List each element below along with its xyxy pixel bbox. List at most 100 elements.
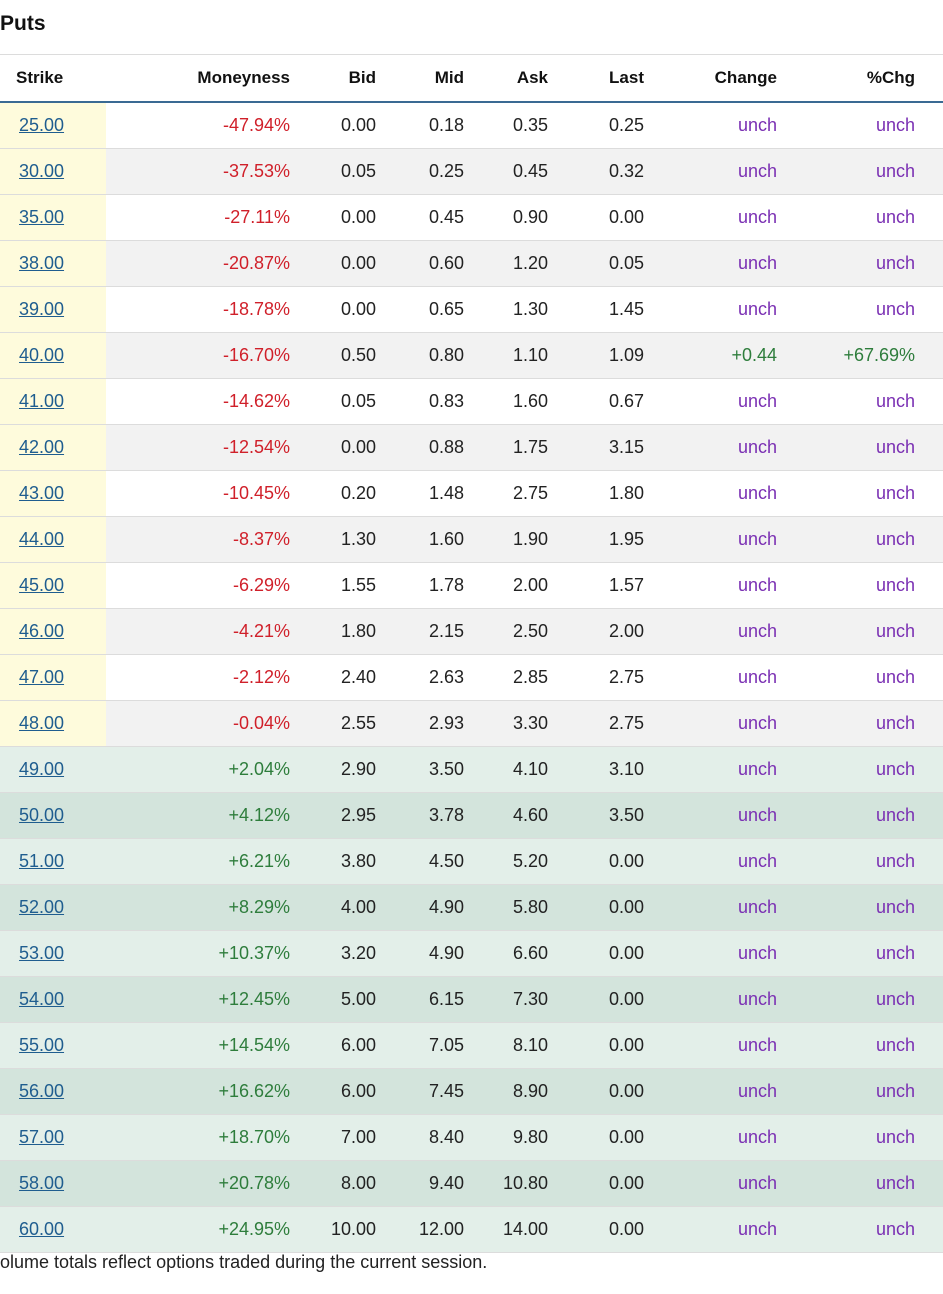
ask-cell: 14.00 [484, 1206, 572, 1253]
bid-cell: 5.00 [316, 976, 396, 1023]
strike-link[interactable]: 60.00 [19, 1219, 65, 1239]
moneyness-cell: +6.21% [106, 838, 316, 885]
table-row: 52.00 +8.29% 4.00 4.90 5.80 0.00 unch unch [0, 884, 943, 931]
moneyness-cell: +10.37% [106, 930, 316, 977]
strike-link[interactable]: 41.00 [19, 391, 65, 411]
strike-link[interactable]: 47.00 [19, 667, 65, 687]
strike-cell: 43.00 [0, 470, 106, 517]
strike-link[interactable]: 55.00 [19, 1035, 65, 1055]
header-ask[interactable]: Ask [484, 54, 572, 103]
strike-link[interactable]: 30.00 [19, 161, 65, 181]
strike-cell: 56.00 [0, 1068, 106, 1115]
mid-cell: 1.60 [396, 516, 484, 563]
strike-link[interactable]: 52.00 [19, 897, 65, 917]
change-cell: unch [672, 838, 805, 885]
last-cell: 1.80 [572, 470, 672, 517]
header-pct-change[interactable]: %Chg [805, 54, 943, 103]
ask-cell: 1.20 [484, 240, 572, 287]
bid-cell: 2.90 [316, 746, 396, 793]
ask-cell: 2.75 [484, 470, 572, 517]
moneyness-cell: +2.04% [106, 746, 316, 793]
moneyness-cell: +4.12% [106, 792, 316, 839]
strike-link[interactable]: 38.00 [19, 253, 65, 273]
last-cell: 3.50 [572, 792, 672, 839]
change-cell: unch [672, 470, 805, 517]
change-cell: unch [672, 884, 805, 931]
ask-cell: 1.75 [484, 424, 572, 471]
strike-link[interactable]: 43.00 [19, 483, 65, 503]
table-row: 48.00 -0.04% 2.55 2.93 3.30 2.75 unch unch [0, 700, 943, 747]
ask-cell: 0.35 [484, 102, 572, 149]
strike-link[interactable]: 48.00 [19, 713, 65, 733]
strike-link[interactable]: 53.00 [19, 943, 65, 963]
moneyness-cell: +24.95% [106, 1206, 316, 1253]
table-row: 57.00 +18.70% 7.00 8.40 9.80 0.00 unch unch [0, 1114, 943, 1161]
strike-cell: 51.00 [0, 838, 106, 885]
pct-change-cell: unch [805, 378, 943, 425]
table-row: 47.00 -2.12% 2.40 2.63 2.85 2.75 unch unch [0, 654, 943, 701]
header-moneyness[interactable]: Moneyness [106, 54, 316, 103]
header-last[interactable]: Last [572, 54, 672, 103]
pct-change-cell: unch [805, 654, 943, 701]
table-row: 25.00 -47.94% 0.00 0.18 0.35 0.25 unch unch [0, 102, 943, 149]
header-change[interactable]: Change [672, 54, 805, 103]
ask-cell: 0.45 [484, 148, 572, 195]
strike-link[interactable]: 56.00 [19, 1081, 65, 1101]
strike-link[interactable]: 45.00 [19, 575, 65, 595]
pct-change-cell: unch [805, 838, 943, 885]
mid-cell: 0.45 [396, 194, 484, 241]
strike-link[interactable]: 46.00 [19, 621, 65, 641]
strike-link[interactable]: 42.00 [19, 437, 65, 457]
table-row: 38.00 -20.87% 0.00 0.60 1.20 0.05 unch unch [0, 240, 943, 287]
strike-cell: 45.00 [0, 562, 106, 609]
strike-link[interactable]: 58.00 [19, 1173, 65, 1193]
pct-change-cell: unch [805, 700, 943, 747]
ask-cell: 3.30 [484, 700, 572, 747]
moneyness-cell: -20.87% [106, 240, 316, 287]
ask-cell: 4.10 [484, 746, 572, 793]
mid-cell: 1.48 [396, 470, 484, 517]
bid-cell: 0.05 [316, 148, 396, 195]
strike-link[interactable]: 40.00 [19, 345, 65, 365]
ask-cell: 4.60 [484, 792, 572, 839]
pct-change-cell: unch [805, 1206, 943, 1253]
moneyness-cell: -27.11% [106, 194, 316, 241]
strike-link[interactable]: 51.00 [19, 851, 65, 871]
last-cell: 2.75 [572, 654, 672, 701]
strike-link[interactable]: 49.00 [19, 759, 65, 779]
bid-cell: 0.00 [316, 424, 396, 471]
strike-cell: 49.00 [0, 746, 106, 793]
change-cell: unch [672, 1160, 805, 1207]
strike-link[interactable]: 25.00 [19, 115, 65, 135]
ask-cell: 10.80 [484, 1160, 572, 1207]
table-row: 39.00 -18.78% 0.00 0.65 1.30 1.45 unch unch [0, 286, 943, 333]
ask-cell: 5.20 [484, 838, 572, 885]
last-cell: 0.00 [572, 976, 672, 1023]
strike-link[interactable]: 57.00 [19, 1127, 65, 1147]
mid-cell: 6.15 [396, 976, 484, 1023]
header-mid[interactable]: Mid [396, 54, 484, 103]
strike-link[interactable]: 54.00 [19, 989, 65, 1009]
strike-link[interactable]: 50.00 [19, 805, 65, 825]
last-cell: 1.09 [572, 332, 672, 379]
ask-cell: 1.30 [484, 286, 572, 333]
header-strike[interactable]: Strike [0, 54, 106, 103]
table-row: 43.00 -10.45% 0.20 1.48 2.75 1.80 unch unch [0, 470, 943, 517]
strike-cell: 30.00 [0, 148, 106, 195]
change-cell: unch [672, 1022, 805, 1069]
strike-link[interactable]: 44.00 [19, 529, 65, 549]
header-bid[interactable]: Bid [316, 54, 396, 103]
strike-cell: 44.00 [0, 516, 106, 563]
strike-link[interactable]: 35.00 [19, 207, 65, 227]
mid-cell: 9.40 [396, 1160, 484, 1207]
last-cell: 0.25 [572, 102, 672, 149]
puts-table: Strike Moneyness Bid Mid Ask Last Change… [0, 54, 943, 1253]
mid-cell: 2.15 [396, 608, 484, 655]
bid-cell: 7.00 [316, 1114, 396, 1161]
table-row: 53.00 +10.37% 3.20 4.90 6.60 0.00 unch unch [0, 930, 943, 977]
strike-cell: 53.00 [0, 930, 106, 977]
pct-change-cell: unch [805, 516, 943, 563]
table-row: 30.00 -37.53% 0.05 0.25 0.45 0.32 unch unch [0, 148, 943, 195]
strike-link[interactable]: 39.00 [19, 299, 65, 319]
table-row: 51.00 +6.21% 3.80 4.50 5.20 0.00 unch unch [0, 838, 943, 885]
